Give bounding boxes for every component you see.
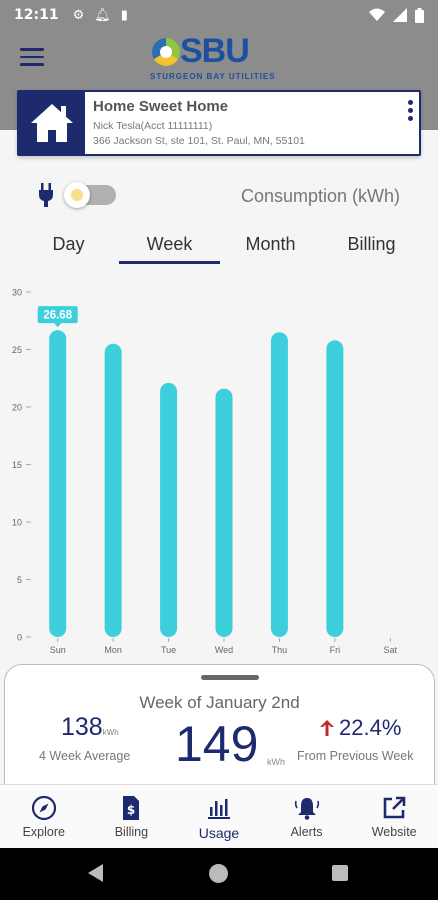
nav-billing-label: Billing	[114, 825, 149, 839]
bottom-navigation: Explore $ Billing Usage Alerts	[0, 784, 438, 848]
y-tick-label: 20	[12, 403, 22, 413]
nav-usage[interactable]: Usage	[175, 785, 263, 848]
four-week-average-label: 4 Week Average	[39, 749, 131, 763]
x-tick-label: Wed	[215, 645, 233, 655]
nav-website-label: Website	[371, 825, 417, 839]
y-tick-label: 5	[17, 575, 22, 585]
chart-bar	[326, 340, 344, 637]
more-options-icon[interactable]	[401, 92, 419, 154]
nav-usage-label: Usage	[198, 825, 240, 841]
y-tick-label: 0	[17, 633, 22, 643]
week-total-value: 149	[175, 716, 259, 772]
sun-icon	[64, 182, 90, 208]
bill-icon: $	[123, 796, 140, 820]
sbu-logo: SBU STURGEON BAY UTILITIES	[148, 32, 288, 86]
battery-icon	[415, 7, 424, 23]
account-card[interactable]: Home Sweet Home Nick Tesla(Acct 11111111…	[17, 90, 421, 156]
x-tick-label: Sun	[50, 645, 66, 655]
compass-icon	[31, 795, 56, 821]
home-icon-box	[19, 92, 85, 154]
tab-billing[interactable]: Billing	[347, 234, 396, 254]
account-address: 366 Jackson St, ste 101, St. Paul, MN, 5…	[93, 135, 305, 147]
account-name: Home Sweet Home	[93, 98, 229, 115]
y-tick-label: 10	[12, 518, 22, 528]
system-navigation-bar	[0, 848, 438, 900]
logo-subtitle: STURGEON BAY UTILITIES	[150, 72, 276, 81]
summary-card: Week of January 2nd 138kWh 4 Week Averag…	[4, 664, 435, 794]
percent-change: 22.4%	[319, 715, 401, 741]
account-holder: Nick Tesla(Acct 11111111)	[93, 120, 213, 132]
x-tick-label: Tue	[161, 645, 176, 655]
bar-chart-icon	[207, 799, 230, 819]
signal-icon	[393, 8, 407, 22]
data-label-pointer	[53, 322, 62, 328]
logo-text: SBU	[180, 32, 250, 70]
consumption-label: Consumption (kWh)	[240, 186, 400, 206]
nav-explore[interactable]: Explore	[0, 785, 88, 848]
avg-unit: kWh	[102, 728, 119, 737]
x-tick-label: Thu	[272, 645, 288, 655]
week-of-label: Week of January 2nd	[139, 693, 300, 712]
bell-icon	[294, 798, 319, 820]
wifi-icon	[369, 8, 385, 21]
recent-apps-icon[interactable]	[332, 865, 348, 881]
tab-day[interactable]: Day	[52, 234, 85, 254]
x-tick-label: Sat	[384, 645, 398, 655]
drag-handle[interactable]	[201, 675, 259, 680]
nav-alerts[interactable]: Alerts	[263, 785, 351, 848]
tab-week[interactable]: Week	[119, 226, 220, 266]
usage-controls: Consumption (kWh)	[0, 178, 438, 214]
tab-month[interactable]: Month	[245, 234, 296, 254]
x-tick-label: Fri	[330, 645, 341, 655]
back-icon[interactable]	[88, 864, 103, 882]
logo-emblem-icon	[152, 38, 180, 66]
chart-bar	[160, 382, 178, 637]
svg-text:$: $	[127, 803, 135, 817]
week-total-unit: kWh	[267, 757, 285, 767]
y-tick-label: 30	[12, 288, 22, 298]
external-link-icon	[383, 796, 406, 819]
x-tick-label: Mon	[104, 645, 122, 655]
chart-bar	[215, 388, 233, 637]
nav-website[interactable]: Website	[350, 785, 438, 848]
y-tick-label: 25	[12, 345, 22, 355]
account-info: Home Sweet Home Nick Tesla(Acct 11111111…	[85, 92, 401, 154]
plug-icon	[39, 183, 53, 207]
data-label: 26.68	[43, 310, 72, 322]
status-time: 12:11	[14, 7, 59, 23]
bell-icon: 🔔︎	[94, 7, 111, 22]
chart-bar	[49, 330, 67, 637]
period-tabs: Day Week Month Billing	[18, 226, 422, 266]
chart-bar	[270, 332, 288, 637]
four-week-average-value: 138kWh	[61, 713, 119, 742]
nav-alerts-label: Alerts	[290, 825, 323, 839]
data-label-background	[37, 306, 78, 324]
toggle-switch[interactable]	[64, 182, 116, 208]
chart-bar	[104, 343, 122, 637]
menu-button[interactable]	[20, 48, 44, 66]
arrow-up-icon	[320, 720, 334, 736]
nav-explore-label: Explore	[22, 825, 65, 839]
y-tick-label: 15	[12, 460, 22, 470]
gear-icon: ⚙	[72, 7, 85, 22]
home-icon	[31, 104, 73, 142]
usage-chart: 30 25 20 15 10 5 0 Sun Mon Tue Wed Thu Fri Sat 26.68	[12, 288, 398, 656]
avg-number: 138	[61, 713, 103, 741]
percent-change-value: 22.4%	[339, 715, 402, 740]
home-button-icon[interactable]	[209, 864, 228, 883]
percent-change-label: From Previous Week	[297, 749, 414, 763]
nav-billing[interactable]: $ Billing	[88, 785, 176, 848]
status-bar: 12:11 ⚙ 🔔︎ ▮	[0, 0, 438, 30]
sd-card-icon: ▮	[120, 7, 128, 22]
